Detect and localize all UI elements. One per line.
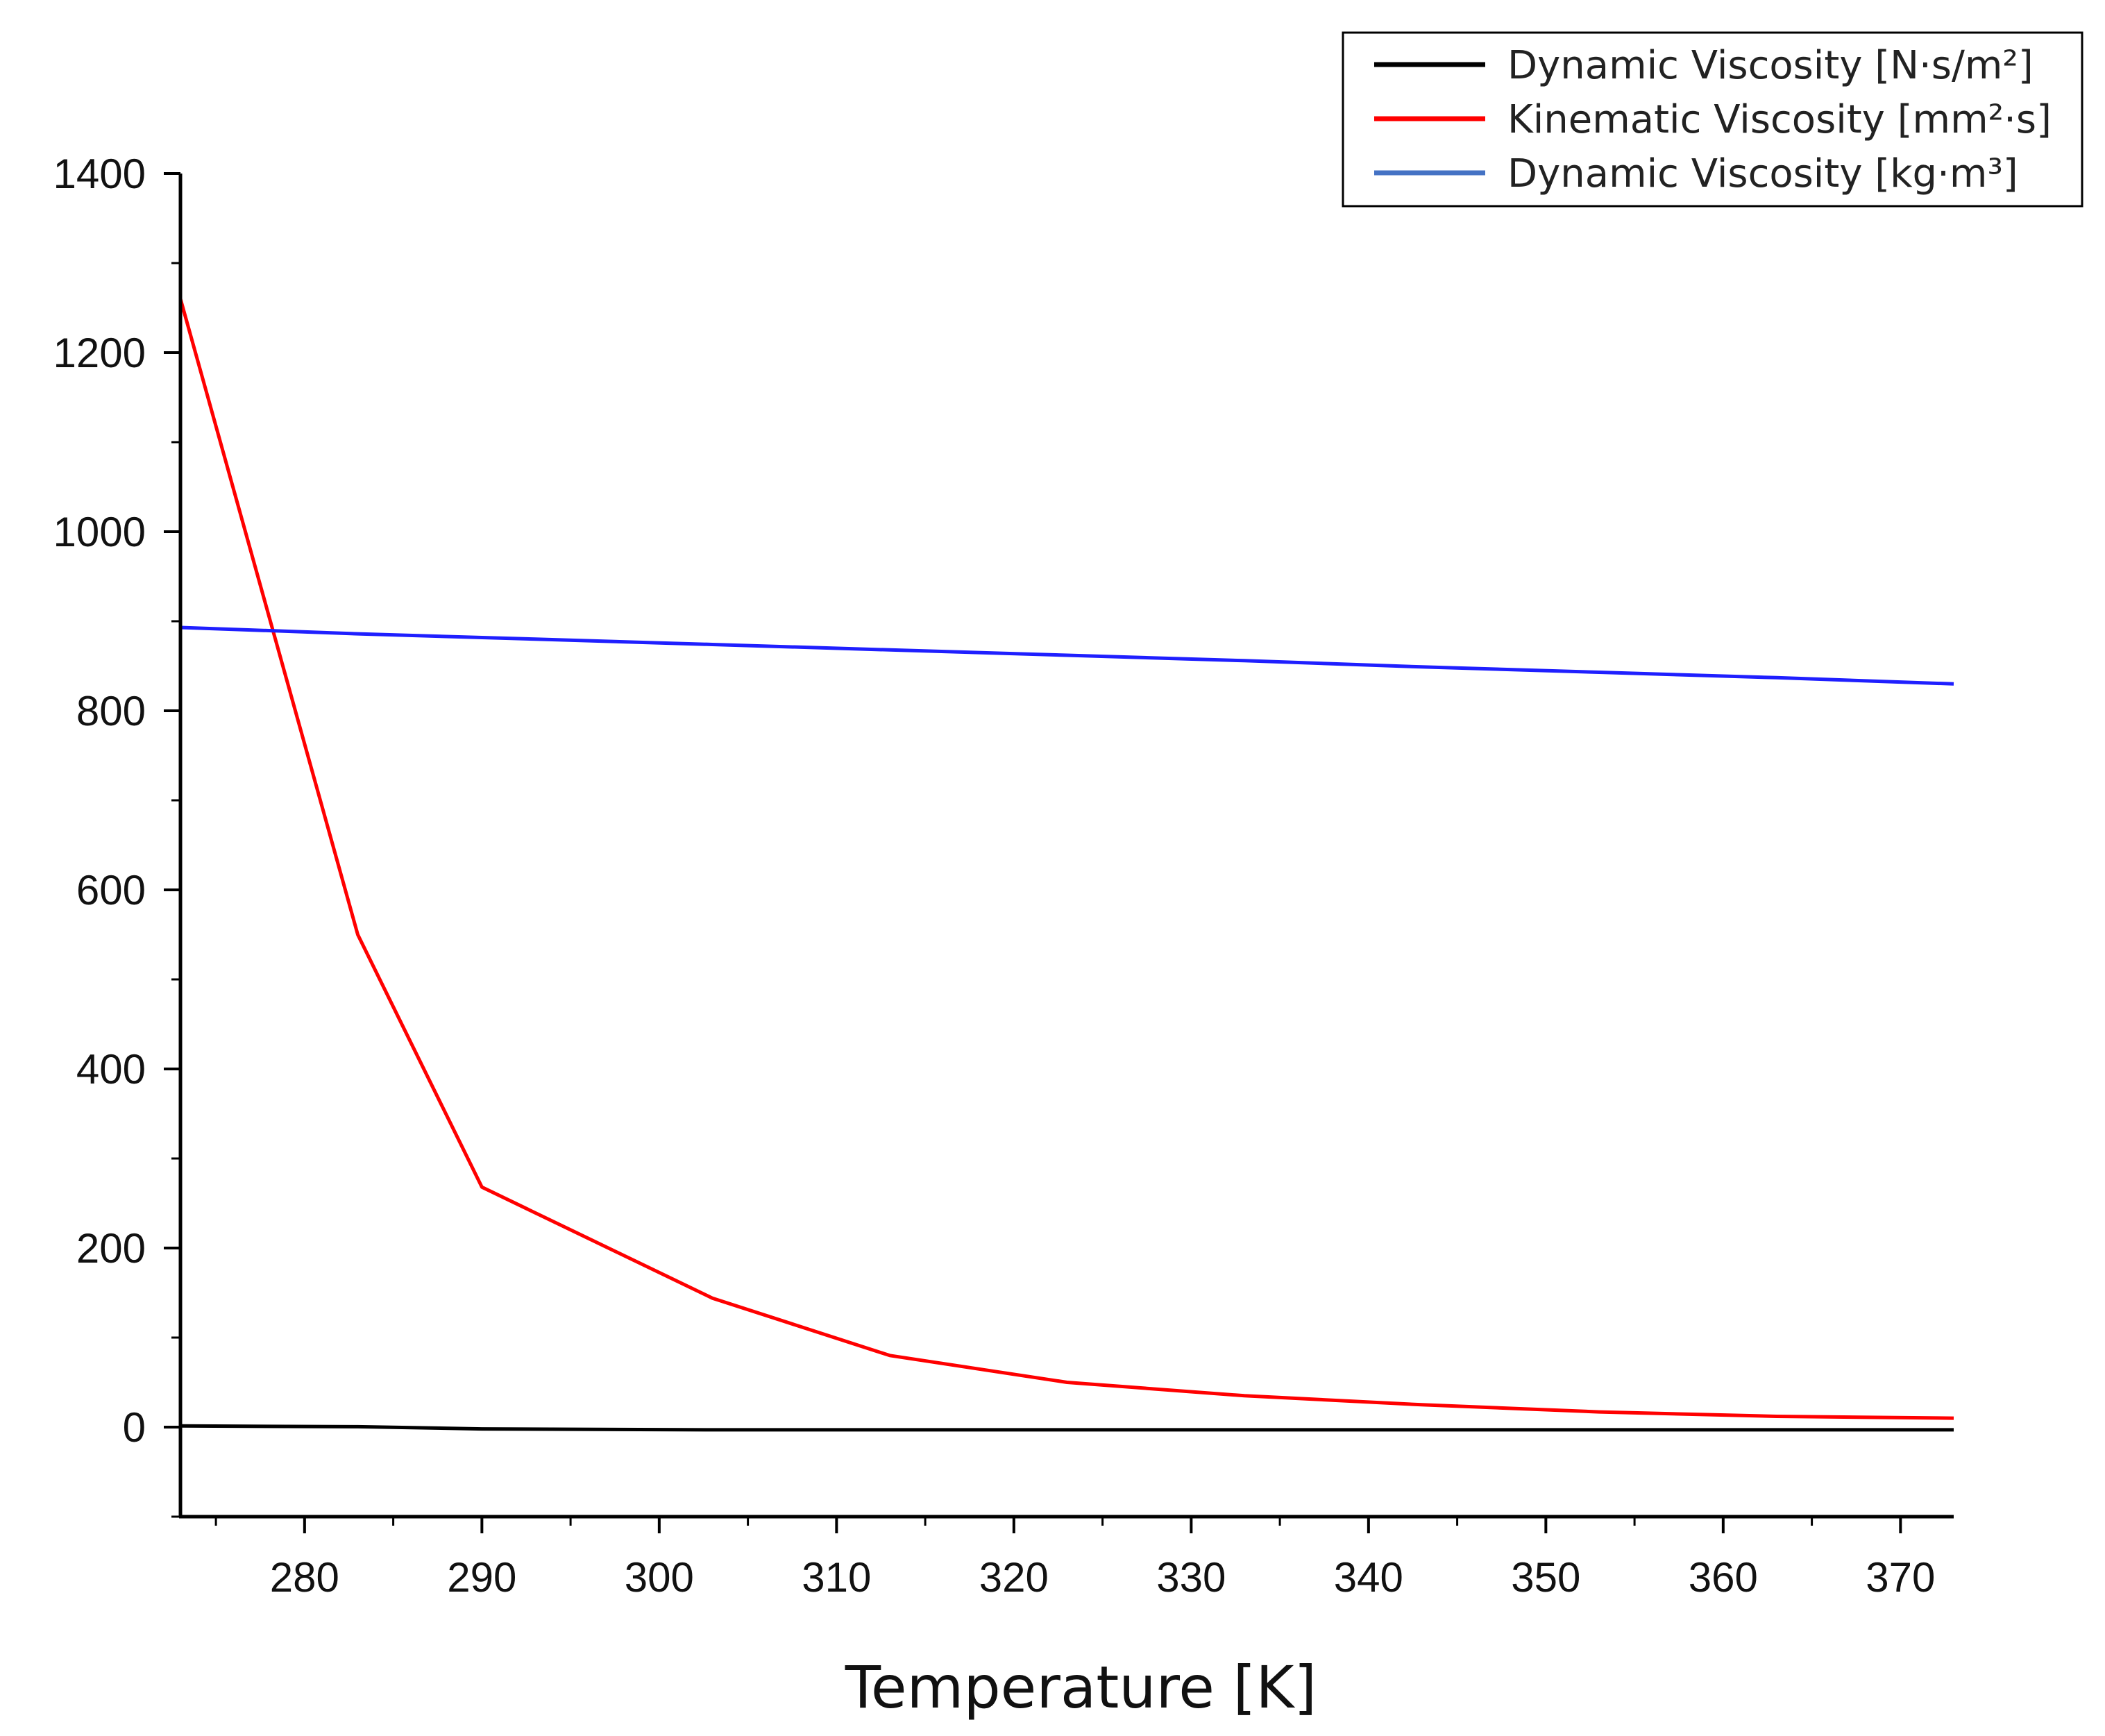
series-kinematic-viscosity: [178, 298, 1954, 1420]
x-tick-label: 350: [1511, 1554, 1580, 1601]
legend-label: Kinematic Viscosity [mm²·s]: [1507, 97, 2052, 142]
y-axis-ticks: 0 200 400 600 800 1000 1200 1400: [53, 151, 180, 1518]
x-tick-label: 300: [625, 1554, 694, 1601]
x-axis-ticks: 280 290 300 310 320 330 340 350 360 370: [214, 1517, 1935, 1601]
y-tick-label: 600: [76, 867, 146, 913]
axes: [178, 174, 1954, 1519]
x-tick-label: 330: [1156, 1554, 1226, 1601]
x-tick-label: 370: [1866, 1554, 1935, 1601]
y-tick-label: 1400: [53, 151, 146, 197]
y-tick-label: 200: [76, 1225, 146, 1272]
x-axis-title: Temperature [K]: [845, 1653, 1317, 1721]
legend-items: Dynamic Viscosity [N·s/m²] Kinematic Visc…: [1374, 43, 2052, 196]
x-tick-label: 280: [270, 1554, 339, 1601]
y-tick-label: 400: [76, 1046, 146, 1093]
y-tick-label: 1000: [53, 509, 146, 555]
legend: Dynamic Viscosity [N·s/m²] Kinematic Visc…: [1342, 31, 2083, 208]
x-tick-label: 290: [447, 1554, 516, 1601]
series-dynamic-viscosity-kgm3: [180, 625, 1954, 686]
legend-label: Dynamic Viscosity [kg·m³]: [1507, 151, 2018, 196]
x-tick-label: 340: [1334, 1554, 1403, 1601]
x-tick-label: 320: [979, 1554, 1049, 1601]
series-lines: [178, 298, 1954, 1432]
legend-label: Dynamic Viscosity [N·s/m²]: [1507, 43, 2034, 88]
y-tick-label: 1200: [53, 330, 146, 376]
y-tick-label: 0: [123, 1404, 146, 1451]
x-tick-label: 360: [1689, 1554, 1758, 1601]
y-tick-label: 800: [76, 688, 146, 734]
x-tick-label: 310: [802, 1554, 871, 1601]
series-dynamic-viscosity-nsm2: [180, 1424, 1954, 1432]
